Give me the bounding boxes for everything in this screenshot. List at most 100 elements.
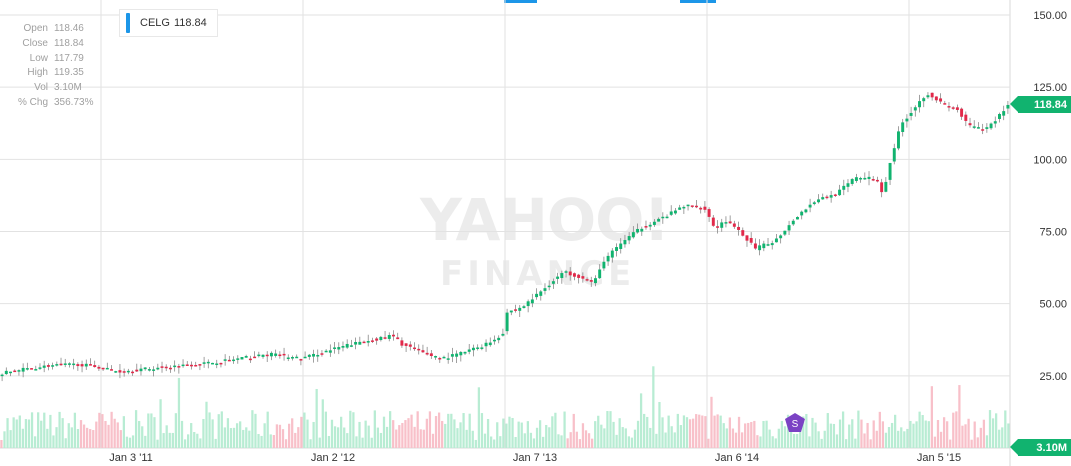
candle-body: [274, 353, 278, 356]
candle-body: [429, 353, 433, 357]
candle-body: [164, 366, 168, 369]
candle-body: [295, 356, 299, 359]
candle-body: [863, 177, 867, 180]
candle-body: [202, 362, 206, 364]
volume-bar: [897, 430, 900, 448]
candle-body: [762, 243, 766, 249]
volume-bar: [603, 428, 606, 448]
candle-body: [745, 235, 749, 241]
candle-body: [728, 221, 732, 224]
candle-body: [690, 205, 694, 207]
volume-bar: [431, 433, 435, 448]
volume-bar: [609, 411, 612, 448]
candle-body: [379, 336, 383, 341]
volume-bar: [107, 424, 110, 448]
volume-bar: [612, 421, 615, 448]
volume-bar: [340, 416, 343, 448]
volume-bar: [982, 419, 986, 448]
volume-bar: [58, 411, 61, 448]
volume-bar: [459, 422, 462, 448]
candle-body: [867, 176, 871, 179]
volume-bar: [18, 415, 21, 448]
volume-bar: [395, 429, 398, 448]
candle-body: [905, 118, 909, 122]
volume-bar: [67, 423, 70, 448]
volume-bar: [92, 430, 95, 448]
candle-body: [589, 280, 593, 282]
stat-close: Close 118.84: [6, 37, 93, 52]
volume-bar: [392, 420, 395, 448]
volume-bar: [955, 411, 958, 448]
volume-bar: [208, 412, 211, 448]
volume-bar: [716, 414, 719, 448]
volume-bar: [606, 411, 609, 448]
candle-body: [152, 369, 156, 371]
volume-bar: [826, 413, 829, 448]
volume-bar: [98, 412, 101, 448]
candle-body: [812, 202, 816, 205]
volume-bar: [370, 437, 373, 448]
volume-bar: [263, 423, 266, 448]
volume-bar: [398, 425, 401, 448]
candle-body: [34, 369, 38, 371]
candle-body: [114, 371, 118, 373]
volume-bar: [147, 413, 150, 448]
candle-body: [522, 306, 526, 308]
volume-bar: [128, 437, 132, 448]
volume-bar: [731, 428, 735, 448]
stat-low-value: 117.79: [54, 52, 84, 64]
candle-body: [598, 269, 602, 279]
volume-bar: [52, 435, 55, 448]
volume-bar: [554, 412, 557, 448]
volume-bar: [1004, 410, 1007, 448]
candle-body: [38, 367, 42, 369]
volume-bar: [912, 423, 915, 448]
volume-bar: [480, 413, 484, 448]
volume-bar: [679, 425, 683, 448]
volume-bar: [661, 417, 664, 448]
candle-body: [63, 363, 67, 365]
candle-body: [349, 345, 353, 347]
candle-body: [716, 226, 719, 228]
y-tick-label: 50.00: [1039, 299, 1067, 311]
candle-body: [198, 364, 202, 366]
candle-body: [897, 131, 900, 149]
candle-body: [703, 206, 707, 210]
candle-body: [261, 354, 265, 357]
volume-bar: [759, 436, 762, 448]
volume-bar: [312, 421, 315, 448]
top-tab-indicator-2[interactable]: [680, 0, 716, 3]
candle-body: [345, 343, 349, 348]
volume-bar: [95, 421, 98, 448]
candle-body: [939, 98, 943, 102]
volume-bar: [24, 419, 28, 448]
candle-body: [535, 293, 539, 298]
candle-body: [223, 359, 227, 361]
candle-body: [821, 197, 825, 200]
candle-body: [459, 351, 463, 356]
volume-bar: [851, 419, 854, 448]
volume-bar: [924, 420, 927, 448]
event-marker-shape: [785, 413, 805, 432]
split-event-marker[interactable]: S: [784, 413, 806, 433]
candle-body: [875, 179, 879, 182]
candle-body: [585, 279, 589, 281]
candle-body: [779, 235, 783, 239]
volume-bar: [327, 435, 331, 448]
volume-bar: [569, 432, 572, 448]
volume-bar: [257, 434, 260, 448]
volume-bar: [199, 438, 202, 448]
candle-body: [286, 357, 290, 360]
volume-bar: [774, 438, 777, 448]
volume-bar: [477, 387, 481, 448]
candle-body: [177, 366, 181, 368]
legend-value: 118.84: [173, 17, 207, 29]
candle-body: [720, 222, 724, 228]
volume-bar: [220, 411, 223, 448]
top-tab-indicator-1[interactable]: [504, 0, 537, 3]
volume-bar: [854, 438, 857, 448]
series-legend[interactable]: CELG 118.84: [119, 9, 218, 37]
candle-body: [358, 341, 362, 345]
volume-bar: [502, 418, 505, 448]
